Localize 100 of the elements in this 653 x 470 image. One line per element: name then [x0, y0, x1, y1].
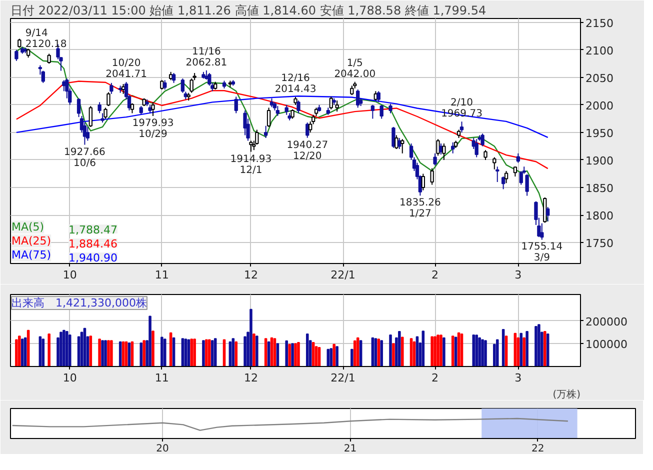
annotation: 1979.93 10/29	[132, 118, 174, 140]
candlestick	[392, 126, 396, 148]
candlestick	[496, 166, 500, 183]
y-tick-label: 1900	[586, 154, 614, 168]
x-tick-label: 12	[244, 268, 258, 282]
candlestick	[376, 90, 380, 103]
candlestick	[98, 102, 102, 114]
chart-title: 日付 2022/03/11 15:00 始値 1,811.26 高値 1,814.60 安値 1,788.58 終値 1,799.54	[10, 4, 486, 18]
x-tick-label: 2	[432, 372, 439, 384]
annotation: 1/5 2042.00	[334, 58, 376, 80]
candlestick	[172, 72, 176, 84]
candlestick	[296, 100, 300, 114]
x-tick-label: 20	[156, 444, 169, 454]
candlestick	[47, 53, 51, 64]
candlestick	[525, 174, 529, 196]
x-tick-label: 21	[344, 444, 357, 454]
candlestick	[163, 80, 167, 90]
y-tick-label: 200000	[586, 315, 628, 328]
x-tick-label: 2	[432, 268, 439, 282]
candlestick	[546, 206, 550, 222]
y-tick-label: 1850	[586, 182, 614, 196]
candlestick	[394, 134, 398, 150]
x-tick-label: 22/1	[330, 372, 356, 384]
x-tick-label: 11	[154, 372, 169, 384]
candlestick	[264, 125, 268, 138]
candlestick	[266, 107, 271, 128]
x-tick-label: 22	[532, 444, 544, 454]
candlestick	[106, 92, 110, 107]
candlestick	[306, 122, 310, 138]
candlestick	[460, 121, 464, 133]
candlestick	[130, 102, 134, 114]
line-series	[16, 96, 548, 138]
candlestick	[276, 106, 280, 116]
candlestick	[151, 102, 155, 116]
y-tick-label: 2100	[586, 44, 614, 58]
candlestick	[430, 168, 434, 186]
candlestick	[100, 112, 104, 124]
candlestick	[14, 49, 18, 62]
candlestick	[234, 96, 238, 114]
candlestick	[513, 166, 518, 178]
x-tick-label: 3	[514, 268, 522, 282]
candlestick	[442, 142, 446, 160]
annotation: 1940.27 12/20	[286, 140, 328, 162]
x-tick-label: 3	[514, 372, 522, 384]
y-tick-label: 2000	[586, 99, 614, 112]
candlestick	[400, 138, 404, 154]
x-tick-label: 10	[62, 268, 77, 282]
text: MA(75) 1,940.90	[12, 248, 118, 264]
x-tick-label: 12	[244, 372, 258, 384]
candlestick	[335, 100, 339, 112]
candlestick	[484, 150, 488, 160]
text: MA(5) 1,788.47	[12, 220, 118, 236]
text: (万株)	[552, 388, 581, 400]
candlestick	[284, 104, 288, 116]
candlestick	[504, 170, 508, 184]
y-tick-label: 1750	[586, 237, 614, 250]
candlestick	[86, 126, 90, 142]
candlestick	[433, 152, 437, 166]
candlestick	[436, 138, 440, 156]
candlestick	[492, 156, 496, 170]
candlestick	[451, 142, 455, 154]
line-series	[16, 46, 548, 222]
text: MA(25) 1,884.46	[12, 234, 118, 250]
y-tick-label: 1950	[586, 126, 614, 140]
candlestick	[350, 85, 354, 96]
candlestick	[249, 140, 253, 152]
candlestick	[543, 196, 547, 224]
candlestick	[88, 106, 92, 128]
candlestick	[480, 133, 484, 147]
candlestick	[516, 152, 520, 164]
candlestick	[180, 78, 185, 94]
candlestick	[329, 96, 333, 110]
candlestick	[370, 104, 375, 120]
candlestick	[104, 107, 108, 120]
candlestick	[501, 176, 506, 190]
annotation: 1914.93 12/1	[230, 154, 272, 176]
x-tick-label: 10	[62, 372, 77, 384]
candlestick	[388, 103, 392, 114]
annotation: 12/16 2014.43	[274, 72, 316, 95]
annotation: 1835.26 1/27	[400, 198, 441, 220]
candlestick	[519, 170, 523, 186]
x-tick-label: 11	[154, 268, 169, 282]
y-tick-label: 2150	[586, 16, 614, 30]
candlestick	[356, 89, 360, 108]
x-tick-label: 22/1	[330, 268, 356, 282]
candlestick	[110, 82, 114, 94]
chart-title: 出来高 1,421,330,000株	[12, 296, 147, 310]
y-tick-label: 2050	[586, 72, 614, 85]
annotation: 10/20 2041.71	[106, 58, 147, 80]
candlestick	[421, 173, 425, 191]
candlestick	[398, 137, 402, 150]
y-tick-label: 1800	[586, 210, 614, 223]
y-tick-label: 100000	[586, 338, 628, 352]
candlestick	[76, 98, 81, 118]
candlestick	[474, 138, 478, 158]
candlestick	[290, 108, 294, 120]
annotation: 11/16 2062.81	[186, 46, 228, 68]
annotation: 1927.66 10/6	[64, 146, 106, 169]
annotation: 9/14 2120.18	[25, 28, 67, 50]
annotation: 1755.14 3/9	[521, 242, 563, 264]
